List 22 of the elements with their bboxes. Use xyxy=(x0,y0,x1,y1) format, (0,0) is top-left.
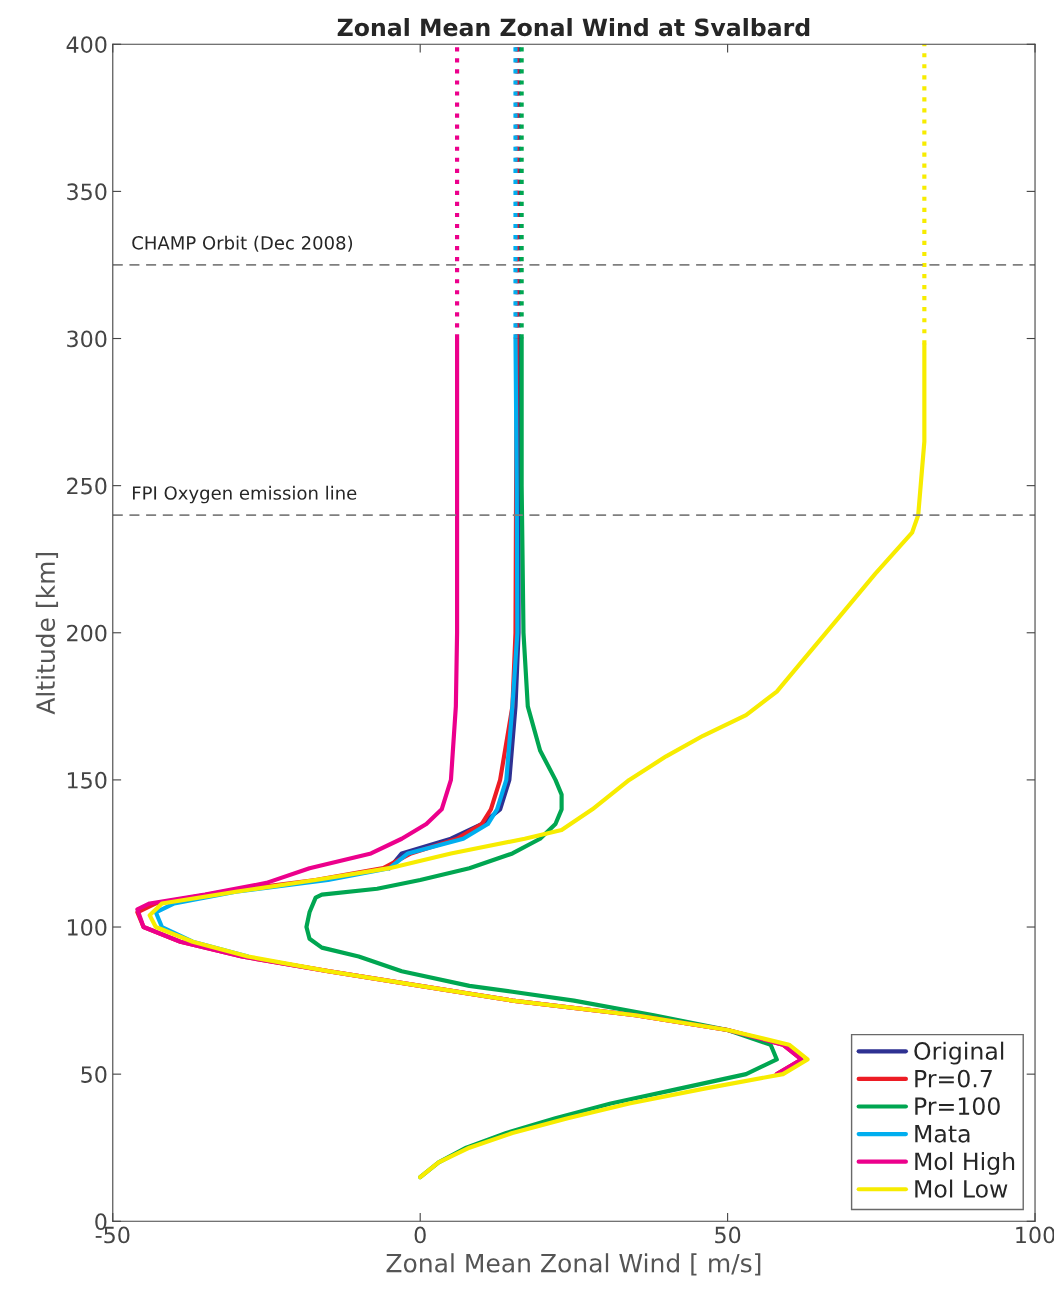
legend-label: Pr=100 xyxy=(915,1097,1000,1116)
legend-label: Mata xyxy=(915,1125,970,1143)
x-tick-label: 100 xyxy=(1016,1226,1054,1244)
y-tick-label: 200 xyxy=(67,624,107,642)
ref-line-label: FPI Oxygen emission line xyxy=(132,485,357,504)
legend-label: Original xyxy=(914,1041,1004,1065)
y-tick-label: 50 xyxy=(81,1066,107,1083)
x-tick-label: 0 xyxy=(414,1226,426,1244)
y-tick-label: 350 xyxy=(67,183,107,201)
chart-title: Zonal Mean Zonal Wind at Svalbard xyxy=(337,17,810,37)
legend-label: Mol Low xyxy=(915,1179,1008,1198)
x-axis-title: Zonal Mean Zonal Wind [ m/s] xyxy=(386,1253,761,1276)
x-tick-label: 50 xyxy=(715,1226,741,1244)
y-tick-label: 150 xyxy=(67,771,107,789)
y-tick-label: 300 xyxy=(67,330,107,348)
legend-label: Pr=0.7 xyxy=(915,1069,992,1088)
legend-label: Mol High xyxy=(915,1151,1015,1175)
y-tick-label: 100 xyxy=(67,918,107,936)
y-tick-label: 400 xyxy=(66,36,107,54)
y-axis-title: Altitude [km] xyxy=(35,552,59,715)
ref-line-label: CHAMP Orbit (Dec 2008) xyxy=(132,235,353,252)
y-tick-label: 250 xyxy=(67,477,107,495)
